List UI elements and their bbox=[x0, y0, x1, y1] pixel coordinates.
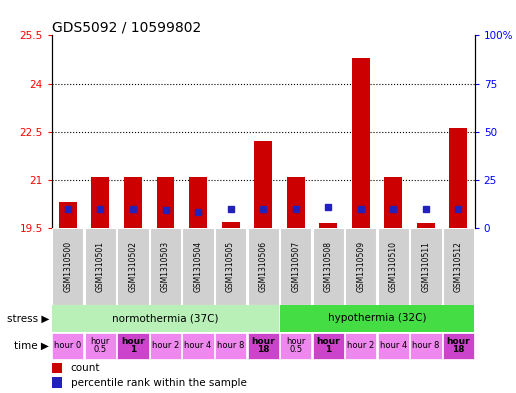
Text: hour
1: hour 1 bbox=[316, 337, 340, 354]
Bar bbox=[313, 228, 344, 305]
Bar bbox=[254, 141, 272, 228]
Text: hour 2: hour 2 bbox=[152, 342, 179, 350]
Text: GSM1310503: GSM1310503 bbox=[161, 241, 170, 292]
Bar bbox=[117, 332, 149, 359]
Text: GSM1310501: GSM1310501 bbox=[96, 241, 105, 292]
Text: hour 8: hour 8 bbox=[412, 342, 440, 350]
Text: hour
0.5: hour 0.5 bbox=[286, 337, 305, 354]
Text: GSM1310500: GSM1310500 bbox=[63, 241, 72, 292]
Bar bbox=[443, 332, 474, 359]
Bar bbox=[156, 176, 174, 228]
Bar bbox=[248, 228, 279, 305]
Text: GDS5092 / 10599802: GDS5092 / 10599802 bbox=[52, 20, 201, 34]
Bar bbox=[183, 332, 214, 359]
Bar bbox=[52, 332, 84, 359]
Text: hour 0: hour 0 bbox=[54, 342, 82, 350]
Bar bbox=[319, 223, 337, 228]
Text: hour 4: hour 4 bbox=[380, 342, 407, 350]
Text: hour 4: hour 4 bbox=[184, 342, 212, 350]
Bar bbox=[352, 58, 370, 228]
Text: time ▶: time ▶ bbox=[14, 341, 49, 351]
Bar bbox=[345, 228, 377, 305]
Bar bbox=[248, 332, 279, 359]
Bar bbox=[183, 228, 214, 305]
Text: hypothermia (32C): hypothermia (32C) bbox=[328, 313, 426, 323]
Bar bbox=[410, 332, 442, 359]
Bar bbox=[85, 228, 116, 305]
Bar bbox=[417, 223, 435, 228]
Bar bbox=[117, 228, 149, 305]
Text: GSM1310511: GSM1310511 bbox=[422, 241, 430, 292]
Bar bbox=[280, 332, 311, 359]
Text: hour
1: hour 1 bbox=[121, 337, 145, 354]
Bar bbox=[150, 332, 181, 359]
Bar bbox=[313, 332, 344, 359]
Text: percentile rank within the sample: percentile rank within the sample bbox=[71, 378, 247, 387]
Bar bbox=[189, 176, 207, 228]
Text: GSM1310506: GSM1310506 bbox=[259, 241, 268, 292]
Bar bbox=[215, 332, 246, 359]
Text: hour 2: hour 2 bbox=[347, 342, 375, 350]
Bar bbox=[52, 305, 279, 332]
Text: GSM1310502: GSM1310502 bbox=[128, 241, 137, 292]
Text: GSM1310507: GSM1310507 bbox=[291, 241, 300, 292]
Text: GSM1310512: GSM1310512 bbox=[454, 241, 463, 292]
Bar bbox=[91, 176, 109, 228]
Text: GSM1310510: GSM1310510 bbox=[389, 241, 398, 292]
Bar bbox=[280, 228, 311, 305]
Text: GSM1310508: GSM1310508 bbox=[324, 241, 333, 292]
Bar bbox=[150, 228, 181, 305]
Bar bbox=[215, 228, 246, 305]
Bar bbox=[378, 228, 409, 305]
Bar bbox=[410, 228, 442, 305]
Bar bbox=[52, 362, 62, 373]
Text: normothermia (37C): normothermia (37C) bbox=[112, 313, 219, 323]
Text: hour 8: hour 8 bbox=[217, 342, 244, 350]
Bar bbox=[59, 202, 77, 228]
Text: GSM1310509: GSM1310509 bbox=[357, 241, 365, 292]
Bar bbox=[345, 332, 377, 359]
Bar bbox=[124, 176, 142, 228]
Text: GSM1310504: GSM1310504 bbox=[194, 241, 203, 292]
Bar bbox=[280, 305, 474, 332]
Bar bbox=[449, 129, 467, 228]
Text: hour
18: hour 18 bbox=[447, 337, 470, 354]
Bar bbox=[384, 176, 402, 228]
Text: GSM1310505: GSM1310505 bbox=[226, 241, 235, 292]
Bar bbox=[378, 332, 409, 359]
Bar bbox=[222, 222, 239, 228]
Bar bbox=[52, 377, 62, 387]
Bar bbox=[85, 332, 116, 359]
Text: count: count bbox=[71, 363, 100, 373]
Bar bbox=[443, 228, 474, 305]
Bar bbox=[287, 176, 304, 228]
Bar bbox=[52, 228, 84, 305]
Text: hour
0.5: hour 0.5 bbox=[91, 337, 110, 354]
Text: stress ▶: stress ▶ bbox=[7, 313, 49, 323]
Text: hour
18: hour 18 bbox=[251, 337, 275, 354]
